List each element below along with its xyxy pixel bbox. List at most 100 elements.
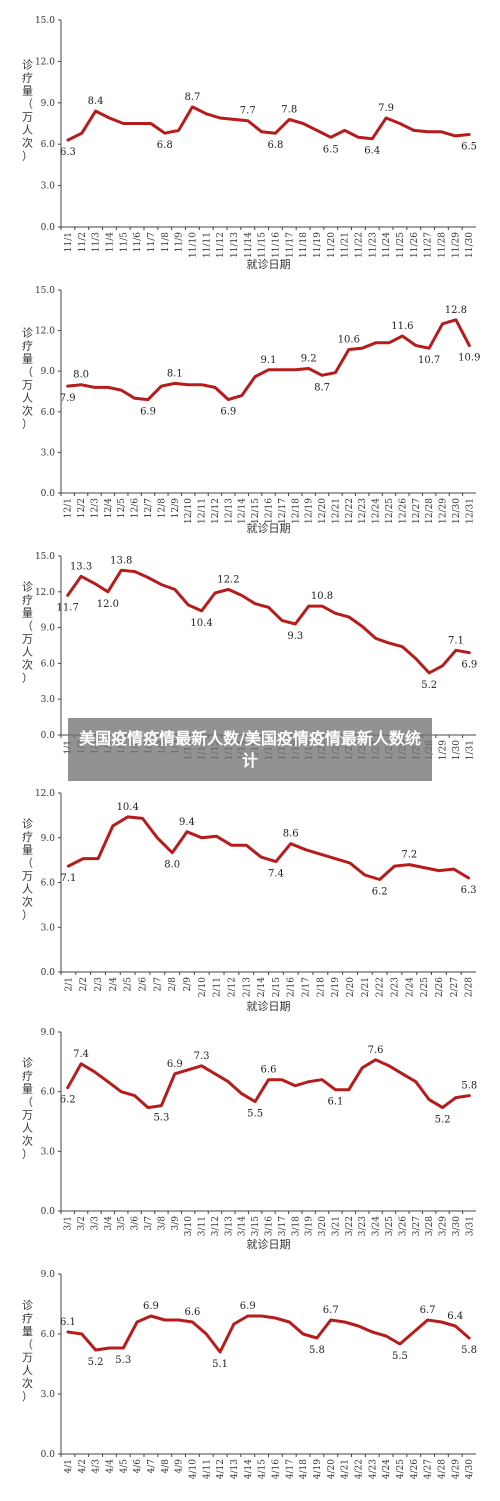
x-tick-label: 3/11 bbox=[198, 1216, 208, 1236]
y-axis-title: 诊疗量（万人次） bbox=[22, 1298, 33, 1403]
x-tick-label: 3/9 bbox=[171, 1216, 181, 1231]
x-tick-label: 2/7 bbox=[153, 977, 163, 992]
x-tick-label: 11/16 bbox=[271, 232, 281, 258]
x-tick-label: 1/31 bbox=[465, 740, 475, 760]
x-tick-label: 11/28 bbox=[437, 232, 447, 258]
y-axis-title-char: ） bbox=[22, 1390, 33, 1403]
x-tick-label: 4/22 bbox=[354, 1459, 364, 1479]
x-tick-label: 11/7 bbox=[147, 232, 157, 252]
data-label: 6.9 bbox=[167, 1059, 183, 1070]
y-axis-title-char: 疗 bbox=[22, 830, 33, 844]
x-tick-label: 3/21 bbox=[331, 1216, 341, 1236]
data-label: 10.4 bbox=[117, 802, 139, 813]
data-label: 6.5 bbox=[323, 144, 339, 155]
x-tick-label: 3/13 bbox=[224, 1216, 234, 1236]
data-label: 7.4 bbox=[73, 1049, 89, 1060]
x-tick-label: 4/15 bbox=[258, 1459, 268, 1479]
x-tick-label: 12/18 bbox=[291, 498, 301, 524]
y-axis-title: 诊疗量（万人次） bbox=[22, 580, 33, 685]
x-tick-label: 12/8 bbox=[157, 498, 167, 518]
y-axis-title-char: 万 bbox=[22, 111, 33, 124]
y-tick-label: 3.0 bbox=[41, 182, 56, 192]
x-tick-label: 12/27 bbox=[412, 498, 422, 524]
x-tick-label: 4/2 bbox=[78, 1459, 88, 1473]
data-label: 6.1 bbox=[327, 1097, 343, 1108]
data-label: 6.8 bbox=[267, 140, 283, 151]
y-axis-title-char: 次 bbox=[22, 1376, 33, 1390]
y-tick-label: 3.0 bbox=[41, 1390, 56, 1400]
x-tick-label: 11/22 bbox=[354, 232, 364, 258]
x-tick-label: 3/28 bbox=[425, 1216, 435, 1236]
y-tick-label: 6.0 bbox=[41, 140, 56, 150]
x-tick-label: 12/12 bbox=[211, 498, 221, 524]
y-axis-title-char: 疗 bbox=[22, 1311, 33, 1325]
data-label: 5.2 bbox=[421, 680, 437, 691]
data-label: 10.6 bbox=[338, 335, 360, 346]
data-label: 6.2 bbox=[60, 1095, 76, 1106]
data-label: 6.3 bbox=[60, 147, 76, 158]
x-tick-label: 4/18 bbox=[299, 1459, 309, 1479]
data-label: 7.7 bbox=[240, 106, 256, 117]
line-chart-2: 0.0 3.0 6.0 9.0 12.0 15.0 12/1 12/2 12/3 12/4 12/5… bbox=[22, 286, 480, 535]
x-tick-label: 3/3 bbox=[90, 1216, 100, 1231]
x-tick-label: 12/21 bbox=[331, 498, 341, 524]
y-tick-label: 0.0 bbox=[41, 223, 56, 233]
x-tick-label: 12/26 bbox=[398, 498, 408, 524]
y-tick-label: 3.0 bbox=[41, 695, 56, 705]
x-tick-label: 2/9 bbox=[183, 977, 193, 992]
x-tick-label: 12/10 bbox=[184, 498, 194, 524]
x-tick-label: 2/2 bbox=[79, 977, 89, 991]
series-line bbox=[66, 105, 471, 142]
y-axis-title-char: 万 bbox=[22, 379, 33, 392]
y-axis-title-char: 万 bbox=[22, 633, 33, 646]
x-tick-label: 11/21 bbox=[341, 232, 351, 258]
data-label: 8.6 bbox=[283, 829, 299, 840]
data-label: 8.1 bbox=[167, 368, 183, 379]
data-label: 5.8 bbox=[309, 1345, 325, 1356]
data-label: 5.8 bbox=[461, 1081, 477, 1092]
y-axis-title-char: 诊 bbox=[22, 1298, 33, 1312]
x-axis-title: 就诊日期 bbox=[247, 257, 291, 271]
x-tick-label: 11/1 bbox=[64, 232, 74, 252]
data-label: 8.0 bbox=[73, 370, 89, 381]
x-tick-label: 12/23 bbox=[358, 498, 368, 524]
data-label: 7.9 bbox=[60, 393, 76, 404]
y-axis-title-char: ） bbox=[22, 909, 33, 922]
y-axis-title-char: 万 bbox=[22, 870, 33, 883]
x-tick-label: 4/6 bbox=[133, 1459, 143, 1474]
data-label: 12.0 bbox=[97, 599, 119, 610]
series-line bbox=[66, 1314, 471, 1354]
x-tick-label: 4/13 bbox=[230, 1459, 240, 1479]
y-axis-title-char: 人 bbox=[22, 646, 33, 659]
y-axis-title-char: 疗 bbox=[22, 1069, 33, 1083]
x-tick-label: 3/25 bbox=[385, 1216, 395, 1236]
x-tick-label: 3/18 bbox=[291, 1216, 301, 1236]
x-tick-label: 2/15 bbox=[272, 977, 282, 997]
y-axis-title-char: 量 bbox=[22, 844, 33, 857]
data-label: 5.8 bbox=[461, 1345, 477, 1356]
y-tick-label: 9.0 bbox=[41, 1028, 56, 1038]
data-label: 13.3 bbox=[70, 561, 92, 572]
x-tick-label: 2/18 bbox=[316, 977, 326, 997]
x-tick-label: 12/2 bbox=[77, 498, 87, 518]
y-tick-label: 15.0 bbox=[35, 286, 55, 296]
line-chart-1: 0.0 3.0 6.0 9.0 12.0 15.0 11/1 11/2 11/3 11/4 11/5… bbox=[22, 16, 477, 271]
x-tick-label: 2/1 bbox=[64, 977, 74, 991]
y-tick-label: 12.0 bbox=[35, 57, 55, 67]
x-tick-label: 12/11 bbox=[198, 498, 208, 524]
y-tick-label: 9.0 bbox=[41, 1270, 56, 1280]
data-label: 8.0 bbox=[164, 860, 180, 871]
y-tick-label: 9.0 bbox=[41, 834, 56, 844]
data-label: 5.3 bbox=[153, 1113, 169, 1124]
x-tick-label: 2/28 bbox=[465, 977, 475, 997]
x-tick-label: 12/5 bbox=[117, 498, 127, 518]
y-axis-title-char: 诊 bbox=[22, 1056, 33, 1070]
x-tick-label: 2/17 bbox=[302, 977, 312, 997]
x-tick-label: 4/28 bbox=[437, 1459, 447, 1479]
x-tick-label: 11/27 bbox=[424, 232, 434, 258]
x-tick-label: 4/7 bbox=[147, 1459, 157, 1474]
x-tick-label: 3/31 bbox=[465, 1216, 475, 1236]
x-tick-label: 3/19 bbox=[305, 1216, 315, 1236]
x-tick-label: 2/26 bbox=[435, 977, 445, 997]
x-tick-label: 11/14 bbox=[244, 232, 254, 258]
